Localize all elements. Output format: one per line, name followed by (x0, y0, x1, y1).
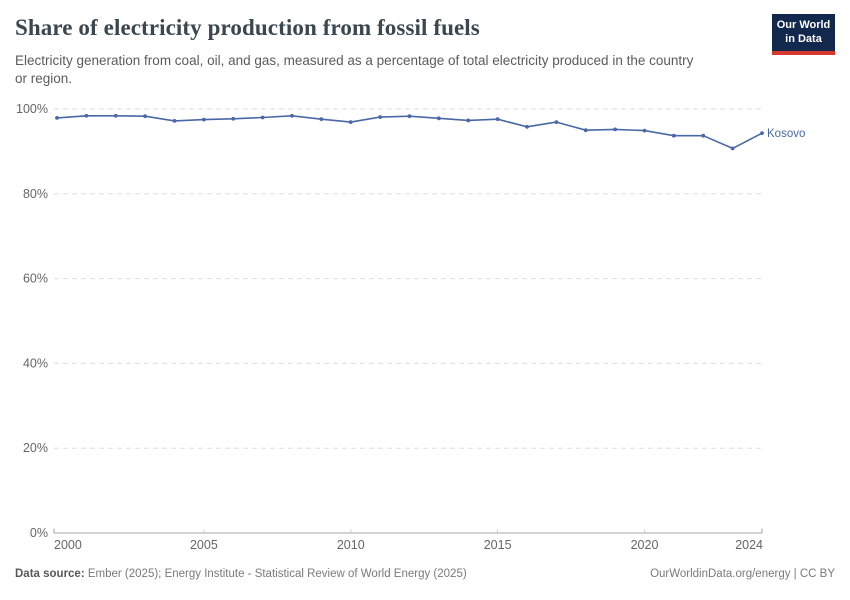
x-tick-label-2005: 2005 (190, 538, 218, 552)
chart-footer: Data source: Ember (2025); Energy Instit… (15, 568, 835, 580)
data-source-label: Data source: (15, 568, 85, 580)
data-point-2008 (290, 113, 294, 118)
data-point-2002 (113, 113, 118, 118)
x-tick-label-2000: 2000 (54, 538, 82, 552)
y-tick-label-20: 20% (23, 441, 48, 455)
data-point-2021 (671, 133, 676, 138)
data-point-2013 (436, 116, 441, 121)
series-label-kosovo: Kosovo (767, 128, 805, 140)
y-tick-label-0: 0% (30, 526, 48, 540)
y-tick-label-40: 40% (23, 356, 48, 370)
owid-logo-line1: Our World (776, 19, 831, 31)
data-point-2007 (260, 115, 265, 120)
data-point-2019 (613, 127, 618, 132)
data-source-text: Ember (2025); Energy Institute - Statist… (84, 568, 467, 580)
y-tick-label-60: 60% (23, 272, 48, 286)
data-point-2003 (143, 114, 148, 119)
data-point-2023 (730, 146, 735, 151)
data-point-2016 (525, 124, 529, 129)
y-tick-label-80: 80% (23, 187, 48, 201)
owid-logo-line2: in Data (785, 32, 822, 45)
data-point-2015 (495, 117, 500, 122)
data-point-2001 (84, 113, 89, 118)
chart-subtitle: Electricity generation from coal, oil, a… (15, 53, 694, 86)
data-point-2009 (319, 117, 324, 122)
data-point-2005 (201, 117, 206, 122)
data-point-2011 (378, 115, 383, 119)
data-point-2010 (348, 120, 353, 125)
data-point-2014 (466, 118, 471, 123)
x-tick-label-2020: 2020 (631, 538, 659, 552)
data-point-2004 (172, 118, 177, 123)
x-tick-label-2010: 2010 (337, 538, 365, 552)
license-link[interactable]: OurWorldinData.org/energy | CC BY (650, 568, 835, 580)
series-line-kosovo (56, 115, 763, 150)
data-point-2012 (407, 114, 412, 119)
page-title: Share of electricity production from fos… (15, 15, 480, 40)
data-source-note: Data source: Ember (2025); Energy Instit… (15, 568, 467, 580)
x-tick-label-2024: 2024 (735, 538, 763, 552)
data-point-2018 (583, 128, 588, 133)
y-tick-label-100: 100% (16, 102, 48, 116)
data-point-2022 (701, 133, 706, 138)
x-tick-label-2015: 2015 (484, 538, 512, 552)
data-point-2000 (55, 116, 59, 120)
data-point-2006 (231, 116, 236, 121)
owid-logo[interactable]: Our World in Data (772, 14, 835, 55)
data-point-2020 (642, 128, 647, 133)
data-point-2017 (554, 120, 559, 125)
data-point-2024 (760, 131, 764, 136)
